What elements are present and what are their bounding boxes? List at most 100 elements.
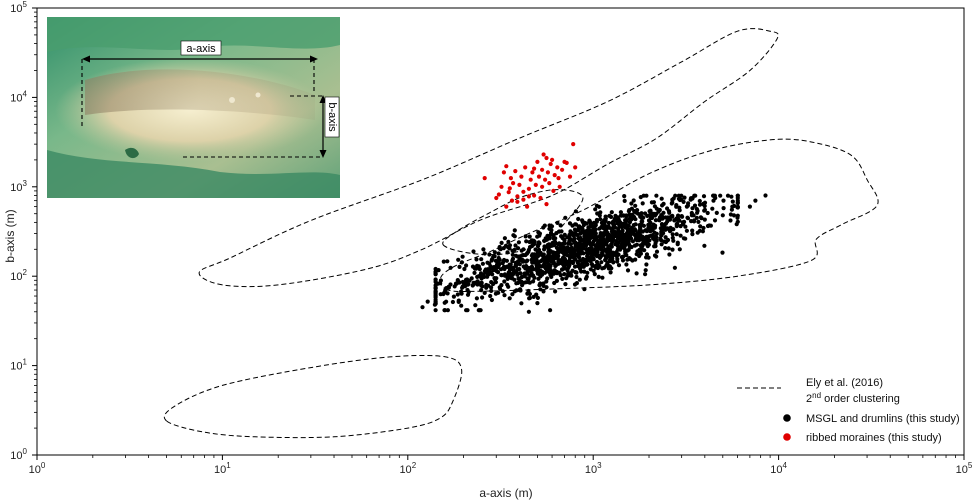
- data-point-msgl: [455, 292, 460, 297]
- data-point-msgl: [554, 231, 559, 236]
- data-point-msgl: [677, 247, 682, 252]
- data-point-msgl: [685, 216, 691, 221]
- data-point-msgl: [474, 257, 479, 262]
- data-point-msgl: [450, 299, 455, 305]
- data-point-msgl: [569, 273, 574, 278]
- data-point-msgl: [563, 215, 568, 220]
- data-point-msgl: [693, 193, 698, 198]
- data-point-msgl: [507, 296, 512, 301]
- data-point-msgl: [467, 278, 472, 283]
- data-point-msgl: [625, 248, 630, 253]
- inset-a-axis-label-box: [180, 40, 222, 56]
- data-point-msgl: [695, 210, 700, 215]
- data-point-msgl: [697, 198, 702, 204]
- data-point-msgl: [625, 257, 630, 262]
- data-point-msgl: [579, 269, 584, 274]
- data-point-msgl: [511, 265, 516, 270]
- data-point-msgl: [678, 233, 683, 238]
- data-point-msgl: [527, 239, 532, 245]
- axis-ticks: 100 101 102 103 104 105 100 101 102 103 104 105: [10, 0, 973, 476]
- inset-knob: [255, 92, 261, 98]
- data-point-msgl: [677, 218, 682, 223]
- data-point-msgl: [575, 260, 580, 265]
- data-point-msgl: [558, 258, 563, 263]
- data-point-msgl: [516, 246, 521, 251]
- data-point-msgl: [597, 239, 602, 244]
- data-point-msgl: [671, 238, 676, 243]
- data-point-msgl: [527, 280, 533, 285]
- data-point-msgl: [473, 303, 478, 308]
- data-point-msgl: [608, 270, 613, 275]
- data-point-msgl: [472, 266, 477, 271]
- data-point-msgl: [506, 270, 511, 275]
- inset-terrain-bottom: [47, 150, 340, 198]
- data-point-msgl: [579, 248, 584, 253]
- y-tick-label: 101: [10, 358, 27, 373]
- data-point-msgl: [623, 222, 628, 227]
- data-point-msgl: [627, 216, 633, 221]
- data-point-msgl: [464, 280, 469, 285]
- data-point-msgl: [644, 252, 650, 257]
- legend-marker-ribbed: [783, 433, 791, 441]
- data-point-msgl: [523, 234, 528, 239]
- data-point-msgl: [653, 244, 658, 249]
- y-tick-label: 102: [10, 268, 27, 283]
- data-point-ribbed: [550, 157, 555, 162]
- data-point-msgl: [612, 231, 617, 236]
- data-point-msgl: [674, 203, 679, 208]
- data-point-msgl: [433, 272, 438, 277]
- data-point-msgl: [550, 243, 555, 248]
- data-point-msgl: [582, 220, 587, 225]
- data-point-msgl: [642, 248, 647, 253]
- data-point-ribbed: [526, 194, 532, 199]
- data-point-msgl: [494, 268, 499, 274]
- data-point-msgl: [496, 290, 501, 295]
- data-point-msgl: [537, 283, 542, 288]
- data-point-msgl: [533, 247, 538, 252]
- data-point-msgl: [517, 254, 522, 259]
- inset-a-axis-arrowhead-left: [82, 55, 90, 63]
- data-point-msgl: [438, 278, 443, 283]
- data-point-msgl: [558, 273, 563, 278]
- data-point-msgl: [598, 247, 604, 252]
- data-point-msgl: [559, 234, 564, 239]
- data-point-msgl: [630, 212, 635, 217]
- data-point-msgl: [554, 271, 560, 276]
- data-point-msgl: [519, 279, 524, 284]
- data-point-msgl: [725, 193, 731, 198]
- data-point-msgl: [420, 305, 425, 310]
- data-point-msgl: [582, 234, 587, 239]
- data-point-msgl: [489, 285, 494, 290]
- data-point-ribbed: [573, 165, 578, 170]
- inset-ridge-shading: [85, 69, 315, 120]
- data-point-msgl: [535, 301, 540, 306]
- data-point-msgl: [590, 263, 595, 268]
- data-point-msgl: [555, 220, 560, 225]
- data-point-msgl: [465, 308, 470, 313]
- data-point-msgl: [701, 194, 707, 199]
- data-point-msgl: [489, 258, 494, 263]
- data-point-msgl: [481, 272, 486, 277]
- data-point-msgl: [510, 252, 515, 257]
- data-point-msgl: [616, 226, 621, 231]
- data-point-msgl: [448, 265, 453, 270]
- data-point-ribbed: [557, 184, 562, 189]
- data-point-msgl: [433, 289, 438, 294]
- data-point-msgl: [558, 223, 563, 228]
- inset-dark-spot: [125, 147, 139, 159]
- data-point-msgl: [573, 270, 578, 275]
- data-point-msgl: [661, 231, 666, 236]
- data-point-ribbed: [494, 195, 499, 201]
- data-point-msgl: [634, 210, 639, 215]
- data-point-msgl: [660, 227, 665, 232]
- data-point-msgl: [580, 238, 585, 243]
- data-point-msgl: [614, 253, 619, 259]
- data-point-msgl: [620, 221, 625, 227]
- data-point-msgl: [606, 244, 611, 249]
- data-point-msgl: [763, 193, 768, 198]
- data-point-msgl: [489, 288, 494, 293]
- data-point-msgl: [560, 276, 565, 281]
- data-point-msgl: [496, 251, 501, 256]
- data-point-msgl: [442, 300, 447, 305]
- data-point-msgl: [627, 244, 632, 249]
